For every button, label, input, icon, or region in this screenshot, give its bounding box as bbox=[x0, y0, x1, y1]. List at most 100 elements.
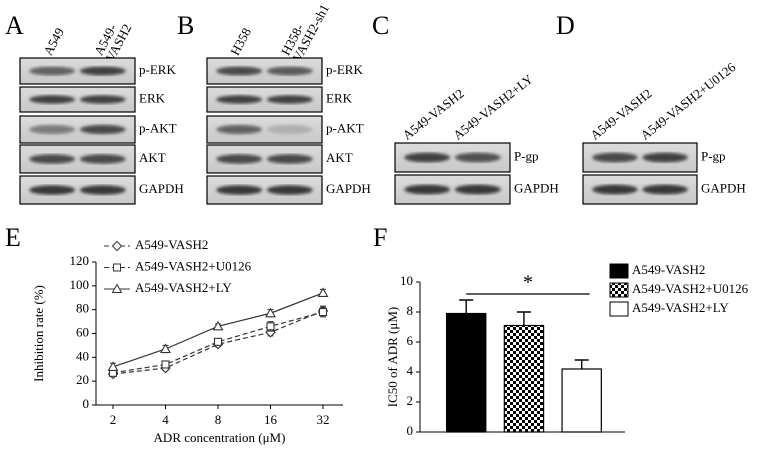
blot-band bbox=[216, 95, 263, 104]
blot-band bbox=[266, 95, 313, 104]
blot-band bbox=[29, 95, 76, 104]
blot-band bbox=[404, 152, 451, 163]
blot-band bbox=[592, 184, 638, 195]
significance-star: * bbox=[523, 272, 533, 294]
blot-band bbox=[454, 184, 501, 195]
panel-letter: E bbox=[5, 223, 21, 252]
panel-letter: F bbox=[373, 223, 387, 252]
row-label: AKT bbox=[326, 150, 353, 165]
y-tick-label: 8 bbox=[407, 303, 414, 318]
marker bbox=[111, 283, 123, 293]
row-label: ERK bbox=[326, 90, 353, 105]
x-tick-label: 32 bbox=[317, 412, 330, 427]
y-axis-label: Inhibition rate (%) bbox=[31, 285, 46, 382]
legend-label: A549-VASH2+U0126 bbox=[135, 258, 252, 273]
blot-band bbox=[266, 185, 313, 195]
y-tick-label: 0 bbox=[407, 423, 414, 438]
legend-label: A549-VASH2+U0126 bbox=[632, 281, 749, 296]
blot-band bbox=[216, 154, 263, 164]
row-label: p-ERK bbox=[326, 62, 363, 77]
y-tick-label: 0 bbox=[83, 396, 90, 411]
x-tick-label: 8 bbox=[215, 412, 222, 427]
x-tick-label: 4 bbox=[162, 412, 169, 427]
blot-band bbox=[79, 95, 126, 104]
blot-band bbox=[216, 124, 263, 135]
y-axis-label: IC50 of ADR (μM) bbox=[385, 307, 400, 408]
bar bbox=[445, 312, 487, 433]
marker bbox=[212, 320, 224, 331]
blot-band bbox=[79, 124, 126, 135]
panel-letter: B bbox=[177, 11, 194, 40]
series-line bbox=[112, 311, 324, 374]
marker bbox=[317, 287, 329, 298]
row-label: GAPDH bbox=[139, 181, 184, 196]
blot-band bbox=[79, 66, 126, 76]
blot-band bbox=[79, 185, 126, 195]
blot-band bbox=[642, 184, 688, 195]
lane-label: A549-VASH2+LY bbox=[450, 71, 536, 143]
marker bbox=[161, 360, 170, 369]
y-tick-label: 10 bbox=[400, 273, 413, 288]
blot-band bbox=[29, 66, 76, 76]
lane-label: A549 bbox=[40, 25, 67, 58]
y-tick-label: 80 bbox=[76, 301, 89, 316]
panel-letter: D bbox=[556, 11, 575, 40]
lane-label: A549-VASH2 bbox=[91, 15, 135, 64]
y-tick-label: 100 bbox=[70, 277, 90, 292]
marker bbox=[265, 307, 276, 318]
lane-label-line: A549-VASH2+LY bbox=[450, 71, 536, 143]
blot-band bbox=[216, 66, 263, 76]
marker bbox=[111, 240, 123, 252]
blot-band bbox=[592, 152, 638, 163]
error-bar bbox=[516, 311, 531, 326]
y-tick-label: 40 bbox=[76, 348, 89, 363]
y-tick-label: 120 bbox=[70, 253, 90, 268]
row-label: AKT bbox=[139, 150, 166, 165]
marker bbox=[160, 343, 171, 354]
error-bar bbox=[574, 359, 589, 369]
legend-label: A549-VASH2+LY bbox=[135, 280, 232, 295]
marker bbox=[266, 322, 275, 331]
blot-band bbox=[404, 184, 451, 195]
marker bbox=[113, 263, 121, 272]
lane-label: A549-VASH2+U0126 bbox=[638, 59, 739, 143]
panel-letter: C bbox=[372, 11, 389, 40]
row-label: ERK bbox=[139, 90, 166, 105]
x-tick-label: 16 bbox=[264, 412, 278, 427]
row-label: p-AKT bbox=[139, 120, 177, 135]
marker bbox=[213, 337, 223, 346]
blot-band bbox=[29, 154, 76, 164]
blot-band bbox=[216, 185, 263, 195]
blot-band bbox=[29, 124, 76, 135]
bar bbox=[503, 324, 545, 433]
y-tick-label: 20 bbox=[76, 372, 89, 387]
series-line bbox=[112, 310, 324, 375]
lane-label-line: A549 bbox=[40, 25, 67, 58]
row-label: GAPDH bbox=[701, 180, 746, 195]
row-label: P-gp bbox=[701, 148, 726, 163]
y-tick-label: 4 bbox=[407, 363, 414, 378]
lane-label: H358 bbox=[227, 25, 254, 58]
bar bbox=[561, 368, 602, 433]
blot-band bbox=[454, 152, 501, 163]
marker bbox=[107, 361, 119, 371]
row-label: p-ERK bbox=[139, 62, 176, 77]
row-label: GAPDH bbox=[514, 180, 559, 195]
legend-swatch bbox=[609, 263, 629, 279]
legend-label: A549-VASH2+LY bbox=[632, 300, 729, 315]
x-axis-label: ADR concentration (μM) bbox=[154, 430, 286, 445]
blot-band bbox=[29, 185, 76, 195]
legend-swatch bbox=[609, 282, 629, 298]
row-label: P-gp bbox=[514, 148, 539, 163]
y-tick-label: 2 bbox=[407, 393, 414, 408]
blot-band bbox=[266, 154, 313, 164]
blot-band bbox=[642, 152, 688, 163]
blot-band bbox=[266, 124, 313, 135]
row-label: p-AKT bbox=[326, 120, 364, 135]
panel-letter: A bbox=[5, 11, 24, 40]
blot-band bbox=[79, 154, 126, 164]
error-bar bbox=[459, 299, 474, 314]
row-label: GAPDH bbox=[326, 181, 371, 196]
marker bbox=[318, 307, 328, 317]
